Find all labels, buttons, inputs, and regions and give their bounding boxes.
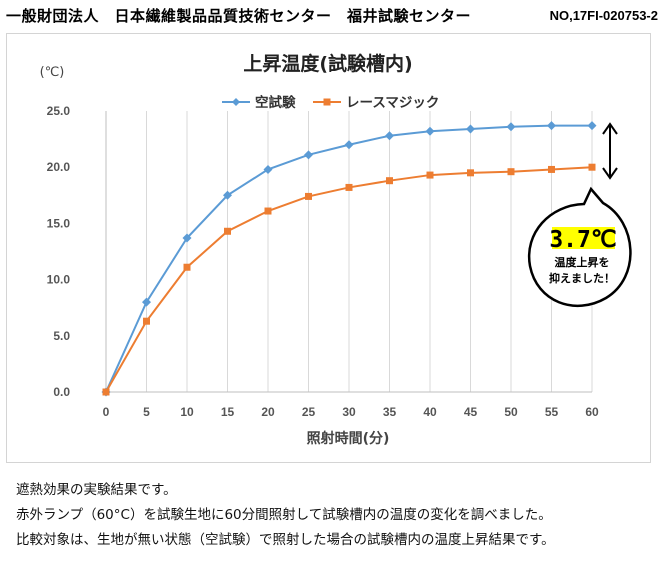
value-highlight xyxy=(552,227,615,249)
data-point-square xyxy=(588,163,596,171)
data-point-diamond xyxy=(182,233,192,243)
data-point-square xyxy=(507,168,515,176)
difference-callout: 3.7℃ 温度上昇を 抑えました！ xyxy=(527,186,632,308)
x-tick-label: 15 xyxy=(221,405,235,419)
data-point-diamond xyxy=(587,121,597,131)
y-tick-label: 5.0 xyxy=(53,329,70,343)
data-point-square xyxy=(224,227,231,235)
data-point-diamond xyxy=(223,190,232,200)
data-point-diamond xyxy=(142,297,151,307)
legend-marker-lacemagic xyxy=(323,98,331,106)
document-number: NO,17FI-020753-2 xyxy=(549,7,658,23)
experiment-notes: 遮熱効果の実験結果です。 赤外ランプ（60°C）を試験生地に60分間照射して試験… xyxy=(16,478,656,553)
x-tick-label: 60 xyxy=(585,405,599,419)
chart-title: 上昇温度(試験槽内) xyxy=(243,52,412,75)
series-layer xyxy=(101,121,597,397)
legend-marker-kuushiken xyxy=(232,98,240,106)
arrow-head-down xyxy=(602,167,618,180)
y-tick-label: 25.0 xyxy=(47,104,71,118)
x-tick-label: 45 xyxy=(464,405,478,419)
data-point-square xyxy=(386,177,393,185)
data-point-square xyxy=(102,388,110,396)
data-point-diamond xyxy=(466,124,475,134)
x-tick-label: 25 xyxy=(302,405,316,419)
y-tick-label: 10.0 xyxy=(47,273,71,287)
legend: 空試験 レースマジック xyxy=(222,94,439,111)
axes: 0 5 10 15 20 25 30 35 40 45 50 55 60 0.0 5.0 10.0 15.0 20… xyxy=(47,104,599,419)
data-point-diamond xyxy=(547,121,556,131)
note-line-1: 遮熱効果の実験結果です。 xyxy=(16,482,177,498)
x-tick-label: 5 xyxy=(143,405,150,419)
temperature-rise-chart: 上昇温度(試験槽内) (℃) 空試験 レースマジック 0 5 10 15 20 25 30 3… xyxy=(40,52,632,447)
data-point-square xyxy=(143,317,150,325)
data-point-diamond xyxy=(506,122,516,132)
x-tick-label: 30 xyxy=(342,405,356,419)
note-line-2: 赤外ランプ（60°C）を試験生地に60分間照射して試験槽内の温度の変化を調べまし… xyxy=(16,507,552,523)
difference-value: 3.7℃ xyxy=(549,227,616,253)
gridlines xyxy=(146,111,593,392)
data-point-square xyxy=(345,183,353,191)
data-point-square xyxy=(426,171,434,179)
x-tick-label: 20 xyxy=(261,405,275,419)
callout-caption-line1: 温度上昇を xyxy=(555,255,610,269)
y-tick-label: 15.0 xyxy=(47,216,71,230)
data-point-diamond xyxy=(385,131,394,141)
x-tick-label: 0 xyxy=(103,405,110,419)
x-tick-label: 55 xyxy=(545,405,559,419)
data-point-square xyxy=(467,169,474,177)
data-point-square xyxy=(183,263,191,271)
legend-label-kuushiken: 空試験 xyxy=(255,94,296,111)
data-point-diamond xyxy=(425,126,435,136)
y-axis-label: (℃) xyxy=(40,65,65,80)
y-tick-label: 20.0 xyxy=(47,160,71,174)
data-point-square xyxy=(548,165,555,173)
y-tick-label: 0.0 xyxy=(53,385,70,399)
data-point-square xyxy=(264,207,272,215)
x-axis-label: 照射時間(分) xyxy=(307,430,390,447)
x-tick-label: 40 xyxy=(423,405,437,419)
data-point-square xyxy=(305,192,312,200)
x-tick-label: 35 xyxy=(383,405,397,419)
x-tick-label: 50 xyxy=(504,405,518,419)
arrow-head-up xyxy=(602,122,618,135)
report-header: 一般財団法人 日本繊維製品品質技術センター 福井試験センター NO,17FI-0… xyxy=(6,4,658,26)
data-point-diamond xyxy=(263,164,273,174)
difference-arrow xyxy=(602,122,618,180)
note-line-3: 比較対象は、生地が無い状態（空試験）で照射した場合の試験槽内の温度上昇結果です。 xyxy=(16,532,555,548)
callout-caption-line2: 抑えました！ xyxy=(549,271,615,285)
organization-name: 一般財団法人 日本繊維製品品質技術センター 福井試験センター xyxy=(6,6,472,25)
data-point-diamond xyxy=(304,150,313,160)
legend-label-lacemagic: レースマジック xyxy=(346,95,439,111)
x-tick-label: 10 xyxy=(180,405,194,419)
data-point-diamond xyxy=(344,140,354,150)
